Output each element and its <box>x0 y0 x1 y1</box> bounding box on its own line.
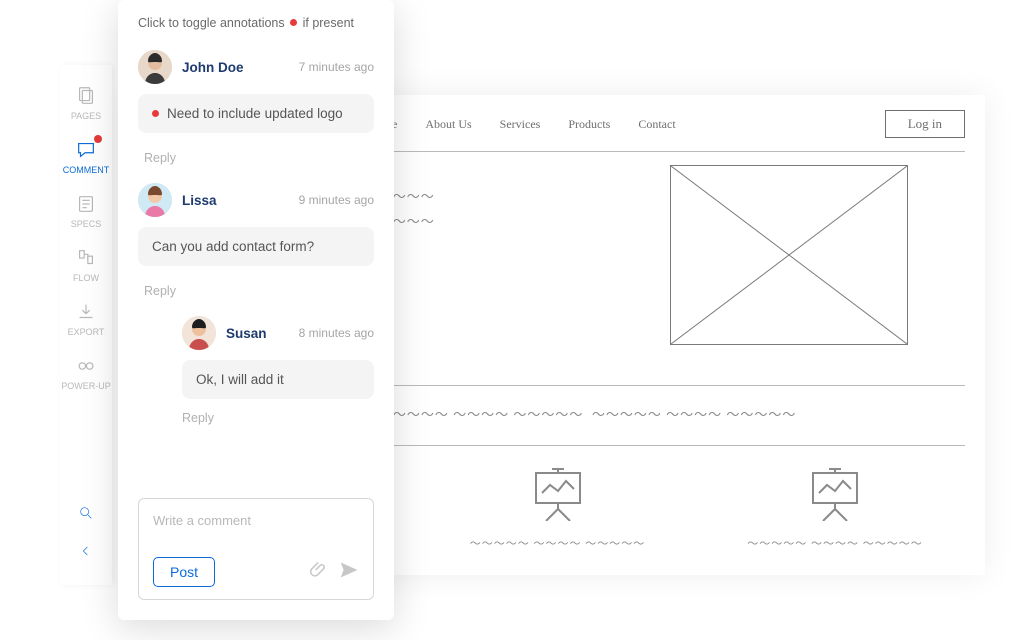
comment-item: John Doe 7 minutes ago Need to include u… <box>138 50 374 133</box>
comment-author: John Doe <box>182 60 244 75</box>
comment-time: 7 minutes ago <box>299 60 374 74</box>
avatar <box>138 183 172 217</box>
specs-icon <box>75 193 97 215</box>
reply-button[interactable]: Reply <box>144 151 374 165</box>
comment-time: 9 minutes ago <box>299 193 374 207</box>
presentation-icon <box>526 467 590 526</box>
wireframe-image-placeholder <box>670 165 908 345</box>
export-icon <box>75 301 97 323</box>
wireframe-nav-item[interactable]: Services <box>500 117 541 132</box>
annotation-dot-icon <box>152 110 159 117</box>
avatar <box>138 50 172 84</box>
rail-tab-label: POWER-UP <box>61 381 111 391</box>
presentation-icon <box>803 467 867 526</box>
rail-tab-label: PAGES <box>71 111 101 121</box>
pages-icon <box>75 85 97 107</box>
comment-composer[interactable]: Write a comment Post <box>138 498 374 600</box>
rail-tab-powerup[interactable]: POWER-UP <box>60 343 112 397</box>
rail-collapse-button[interactable] <box>78 533 94 571</box>
reply-button[interactable]: Reply <box>144 284 374 298</box>
rail-search-button[interactable] <box>78 495 94 533</box>
reply-button[interactable]: Reply <box>182 411 374 425</box>
rail-tab-label: FLOW <box>73 273 99 283</box>
wireframe-nav-item[interactable]: About Us <box>425 117 471 132</box>
comment-time: 8 minutes ago <box>299 326 374 340</box>
wireframe-nav-item[interactable]: Products <box>568 117 610 132</box>
wireframe-login-button[interactable]: Log in <box>885 110 965 138</box>
wireframe-nav-item[interactable]: Contact <box>638 117 675 132</box>
attach-icon[interactable] <box>309 560 329 585</box>
comment-icon <box>75 139 97 161</box>
composer-input[interactable]: Write a comment <box>153 513 359 543</box>
left-rail: PAGES COMMENT SPECS FLOW EXPORT POWER-UP <box>60 65 112 585</box>
rail-tab-label: EXPORT <box>68 327 105 337</box>
rail-tab-label: SPECS <box>71 219 102 229</box>
chevron-left-icon <box>78 543 94 559</box>
comment-body: Can you add contact form? <box>138 227 374 266</box>
comment-body: Need to include updated logo <box>138 94 374 133</box>
wireframe-nav: Home About Us Services Products Contact <box>368 117 676 132</box>
comment-body: Ok, I will add it <box>182 360 374 399</box>
comment-item-reply: Susan 8 minutes ago Ok, I will add it Re… <box>182 316 374 443</box>
rail-tab-comment[interactable]: COMMENT <box>60 127 112 181</box>
flow-icon <box>75 247 97 269</box>
search-icon <box>78 505 94 521</box>
rail-tab-export[interactable]: EXPORT <box>60 289 112 343</box>
rail-badge <box>94 135 102 143</box>
comment-item: Lissa 9 minutes ago Can you add contact … <box>138 183 374 266</box>
rail-tab-specs[interactable]: SPECS <box>60 181 112 235</box>
post-button[interactable]: Post <box>153 557 215 587</box>
panel-hint: Click to toggle annotations if present <box>138 16 374 30</box>
powerup-icon <box>75 355 97 377</box>
comments-panel: Click to toggle annotations if present J… <box>118 0 394 620</box>
rail-tab-label: COMMENT <box>63 165 110 175</box>
comment-author: Lissa <box>182 193 217 208</box>
comment-author: Susan <box>226 326 267 341</box>
rail-tab-flow[interactable]: FLOW <box>60 235 112 289</box>
send-icon[interactable] <box>339 560 359 585</box>
annotation-dot-icon <box>290 19 297 26</box>
avatar <box>182 316 216 350</box>
rail-tab-pages[interactable]: PAGES <box>60 73 112 127</box>
